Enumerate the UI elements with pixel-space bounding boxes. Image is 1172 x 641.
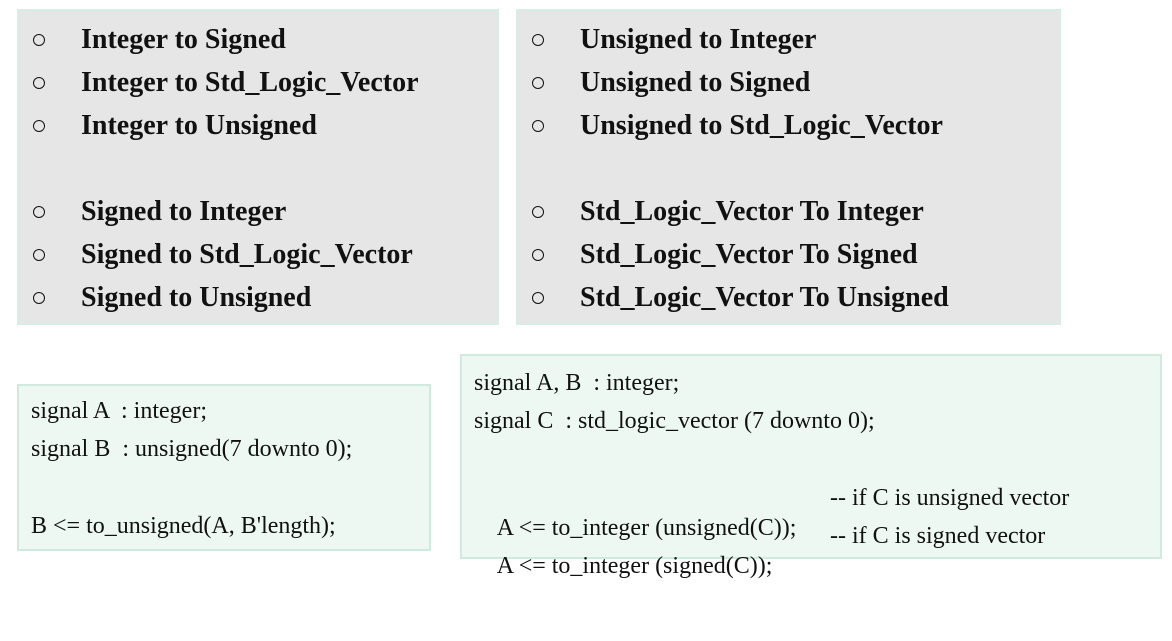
list-item: Integer to Unsigned [19, 104, 497, 147]
code-example-integer-to-unsigned: signal A : integer; signal B : unsigned(… [17, 384, 431, 551]
code-line: signal A, B : integer; [474, 370, 680, 396]
list-item-label: Signed to Unsigned [81, 281, 312, 313]
list-item: Signed to Std_Logic_Vector [19, 233, 497, 276]
circle-bullet-icon [33, 205, 45, 218]
code-line: A <= to_integer (signed(C)); -- if C is … [474, 521, 1144, 579]
list-item: Integer to Std_Logic_Vector [19, 61, 497, 104]
code-line: signal A : integer; [31, 398, 207, 424]
circle-bullet-icon [532, 76, 544, 89]
list-item-label: Integer to Unsigned [81, 109, 317, 141]
list-item: Std_Logic_Vector To Unsigned [518, 276, 1059, 319]
list-item: Std_Logic_Vector To Integer [518, 190, 1059, 233]
circle-bullet-icon [33, 248, 45, 261]
conversion-list-panel-left: Integer to Signed Integer to Std_Logic_V… [17, 9, 499, 325]
circle-bullet-icon [532, 291, 544, 304]
code-line: signal C : std_logic_vector (7 downto 0)… [474, 408, 875, 434]
slv-conversions-list: Std_Logic_Vector To Integer Std_Logic_Ve… [518, 190, 1059, 319]
list-item: Signed to Unsigned [19, 276, 497, 319]
code-statement: A <= to_integer (signed(C)); [496, 553, 773, 579]
code-example-slv-to-integer: signal A, B : integer; signal C : std_lo… [460, 354, 1162, 579]
list-item-label: Unsigned to Std_Logic_Vector [580, 109, 943, 141]
list-item: Signed to Integer [19, 190, 497, 233]
signed-conversions-list: Signed to Integer Signed to Std_Logic_Ve… [19, 190, 497, 319]
circle-bullet-icon [33, 291, 45, 304]
list-item: Std_Logic_Vector To Signed [518, 233, 1059, 276]
list-item: Unsigned to Std_Logic_Vector [518, 104, 1059, 147]
list-item-label: Unsigned to Integer [580, 23, 817, 55]
code-line: signal B : unsigned(7 downto 0); [31, 436, 353, 462]
unsigned-conversions-list: Unsigned to Integer Unsigned to Signed U… [518, 18, 1059, 147]
code-comment: -- if C is signed vector [830, 523, 1046, 549]
code-line: B <= to_unsigned(A, B'length); [31, 513, 336, 539]
code-comment: -- if C is unsigned vector [830, 485, 1070, 511]
list-item-label: Unsigned to Signed [580, 66, 811, 98]
list-item: Integer to Signed [19, 18, 497, 61]
list-item-label: Std_Logic_Vector To Unsigned [580, 281, 949, 313]
code-line: A <= to_integer (unsigned(C)); -- if C i… [474, 483, 1144, 541]
conversion-list-panel-right: Unsigned to Integer Unsigned to Signed U… [516, 9, 1061, 325]
circle-bullet-icon [532, 119, 544, 132]
list-item-label: Std_Logic_Vector To Signed [580, 238, 918, 270]
list-item-label: Integer to Std_Logic_Vector [81, 66, 419, 98]
circle-bullet-icon [33, 119, 45, 132]
list-item-label: Signed to Integer [81, 195, 287, 227]
list-item-label: Integer to Signed [81, 23, 286, 55]
integer-conversions-list: Integer to Signed Integer to Std_Logic_V… [19, 18, 497, 147]
list-item: Unsigned to Integer [518, 18, 1059, 61]
circle-bullet-icon [532, 33, 544, 46]
circle-bullet-icon [532, 205, 544, 218]
list-item-label: Std_Logic_Vector To Integer [580, 195, 924, 227]
circle-bullet-icon [33, 76, 45, 89]
code-statement: A <= to_integer (unsigned(C)); [496, 515, 797, 541]
list-item-label: Signed to Std_Logic_Vector [81, 238, 413, 270]
list-item: Unsigned to Signed [518, 61, 1059, 104]
circle-bullet-icon [33, 33, 45, 46]
circle-bullet-icon [532, 248, 544, 261]
